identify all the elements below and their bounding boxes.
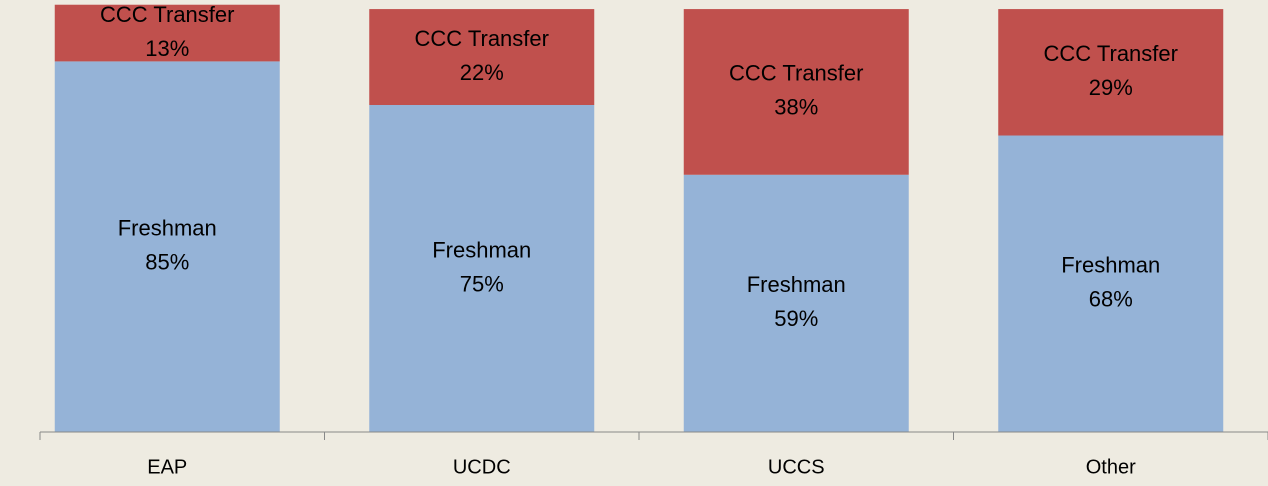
segment-value-label: 29%	[1089, 75, 1133, 100]
segment-value-label: 85%	[145, 250, 189, 275]
segment-series-label: Freshman	[1061, 253, 1160, 278]
segment-series-label: CCC Transfer	[1044, 41, 1178, 66]
bar-segment	[683, 174, 909, 432]
segment-value-label: 59%	[774, 306, 818, 331]
bar-segment	[683, 9, 909, 175]
bar-segment	[54, 61, 280, 433]
segment-series-label: Freshman	[118, 216, 217, 241]
x-tick-label: EAP	[147, 456, 187, 478]
bar-segment	[369, 9, 595, 105]
x-tick-label: UCDC	[453, 456, 511, 478]
bar-segment	[998, 9, 1224, 136]
segment-series-label: Freshman	[432, 237, 531, 262]
segment-series-label: CCC Transfer	[729, 61, 863, 86]
x-tick-label: Other	[1086, 456, 1136, 478]
segment-value-label: 38%	[774, 95, 818, 120]
bar-segment	[54, 4, 280, 62]
segment-value-label: 13%	[145, 36, 189, 61]
bar-segment	[369, 105, 595, 432]
segment-series-label: CCC Transfer	[415, 26, 549, 51]
segment-value-label: 75%	[460, 271, 504, 296]
x-tick-label: UCCS	[768, 456, 825, 478]
segment-value-label: 68%	[1089, 287, 1133, 312]
bar-segment	[998, 135, 1224, 432]
segment-value-label: 22%	[460, 60, 504, 85]
segment-series-label: CCC Transfer	[100, 2, 234, 27]
segment-series-label: Freshman	[747, 272, 846, 297]
